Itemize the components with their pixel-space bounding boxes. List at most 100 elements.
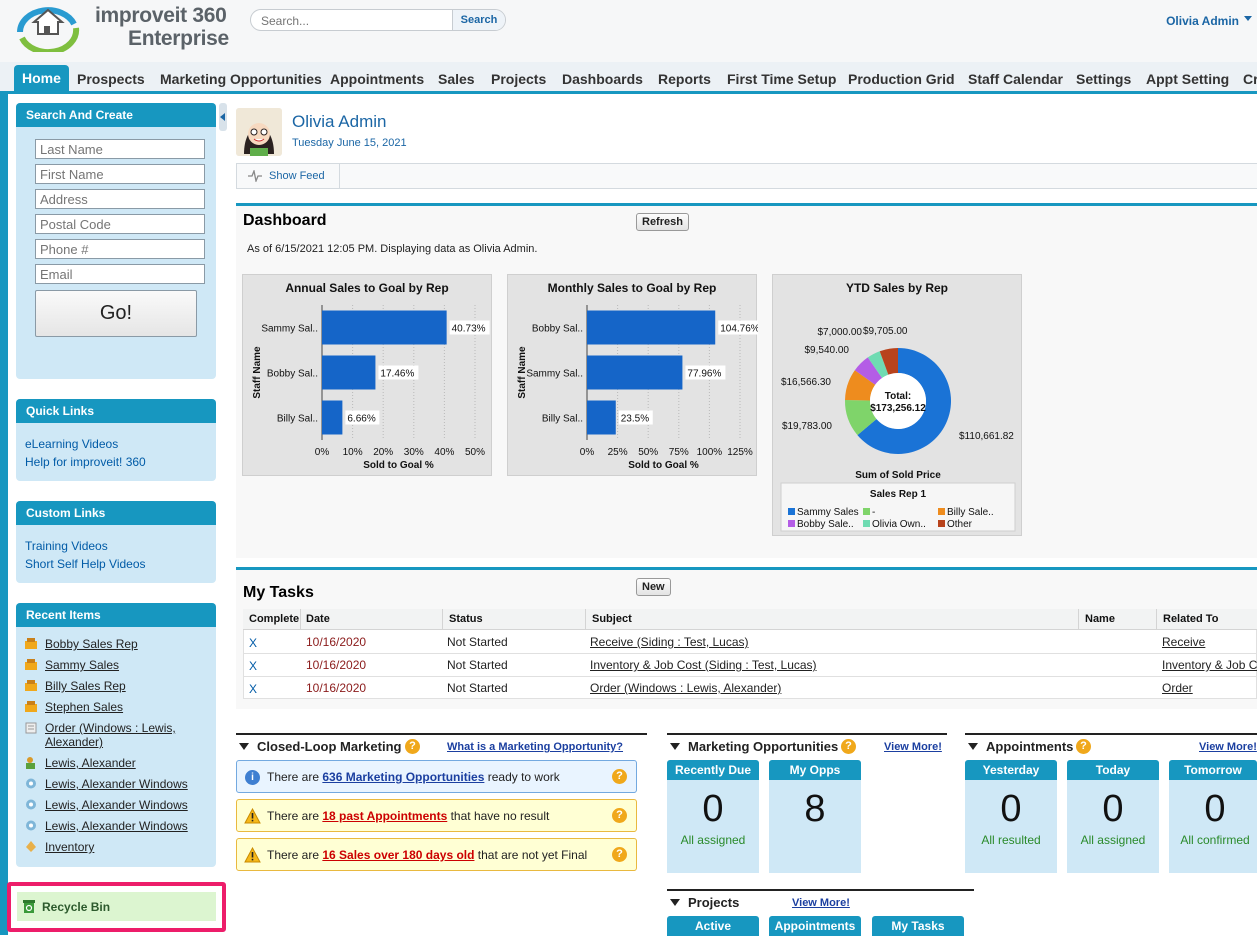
tile-body[interactable]: 0 All confirmed [1169,780,1257,873]
task-subject-link[interactable]: Inventory & Job Cost (Siding : Test, Luc… [590,658,817,672]
tile-body[interactable]: 8 [769,780,861,873]
recent-item[interactable]: Order (Windows : Lewis, Alexander) [24,721,209,751]
tab-reports[interactable]: Reports [658,71,711,87]
pie-slice[interactable] [867,351,889,378]
recent-item-label[interactable]: Lewis, Alexander [45,756,136,770]
search-button[interactable]: Search [452,10,505,30]
tile-my-opps[interactable]: My Opps [769,760,861,780]
collapse-triangle-icon[interactable] [239,743,249,750]
go-button[interactable]: Go! [35,290,197,337]
alert-link[interactable]: 16 Sales over 180 days old [322,848,475,862]
column-header[interactable]: Date [306,613,330,625]
recycle-bin-label[interactable]: Recycle Bin [42,900,111,914]
first-name-field[interactable] [35,164,205,184]
bar[interactable] [322,400,343,435]
postal-code-field[interactable] [35,214,205,234]
bar[interactable] [587,310,716,345]
task-related-link[interactable]: Order [1162,681,1193,695]
recent-item-label[interactable]: Sammy Sales [45,658,120,672]
pie-slice[interactable] [845,370,876,401]
tab-prospects[interactable]: Prospects [77,71,145,87]
tile-yesterday[interactable]: Yesterday [965,760,1057,780]
phone-field[interactable] [35,239,205,259]
profile-name[interactable]: Olivia Admin [292,112,387,131]
tile-recently-due[interactable]: Recently Due [667,760,759,780]
logo-icon[interactable] [12,2,84,52]
recent-item-label[interactable]: Lewis, Alexander Windows [45,777,188,791]
email-field[interactable] [35,264,205,284]
chevron-down-icon[interactable] [1244,16,1252,21]
recent-item-label[interactable]: Lewis, Alexander Windows [45,819,188,833]
pie-slice[interactable] [854,357,883,385]
bar[interactable] [587,400,616,435]
legend-entry[interactable]: Bobby Sale.. [797,519,854,530]
complete-task-link[interactable]: X [249,682,258,696]
collapse-triangle-icon[interactable] [670,743,680,750]
tab-projects[interactable]: Projects [491,71,547,87]
tab-appt-setting[interactable]: Appt Setting [1146,71,1230,87]
recent-item-label[interactable]: Bobby Sales Rep [45,637,138,651]
help-icon[interactable]: ? [1076,739,1091,754]
legend-entry[interactable]: - [872,507,875,518]
address-field[interactable] [35,189,205,209]
legend-entry[interactable]: Billy Sale.. [947,507,994,518]
tab-appointments[interactable]: Appointments [330,71,425,87]
search-input[interactable] [259,12,453,30]
tile-tomorrow[interactable]: Tomorrow [1169,760,1257,780]
recent-item-label[interactable]: Inventory [45,840,95,854]
help-icon[interactable]: ? [612,769,627,784]
task-subject-link[interactable]: Receive (Siding : Test, Lucas) [590,635,749,649]
avatar[interactable] [236,108,282,156]
recent-item-label[interactable]: Order (Windows : Lewis, Alexander) [45,721,176,749]
task-subject-link[interactable]: Order (Windows : Lewis, Alexander) [590,681,782,695]
user-menu[interactable]: Olivia Admin [1166,14,1239,28]
tab-overflow[interactable]: Cr [1243,71,1257,87]
tab-sales[interactable]: Sales [438,71,475,87]
annual-sales-chart[interactable]: Annual Sales to Goal by Rep 0% 10% 20% 30% 4… [242,274,492,476]
tab-first-time-setup[interactable]: First Time Setup [727,71,837,87]
column-header[interactable]: Name [1085,613,1115,625]
last-name-field[interactable] [35,139,205,159]
legend-entry[interactable]: Olivia Own.. [872,519,926,530]
tab-staff-calendar[interactable]: Staff Calendar [968,71,1063,87]
legend-entry[interactable]: Sammy Sales [797,507,859,518]
view-more-link[interactable]: View More! [792,897,850,909]
legend-entry[interactable]: Other [947,519,973,530]
tab-settings[interactable]: Settings [1076,71,1132,87]
tile-body[interactable]: 0 All assigned [1067,780,1159,873]
bar[interactable] [322,310,447,345]
column-header[interactable]: Subject [592,613,632,625]
ytd-sales-chart[interactable]: YTD Sales by Rep $110,661.82 $19,783.00 $1… [772,274,1022,536]
tile-my-tasks[interactable]: My Tasks [872,916,964,936]
alert-link[interactable]: 636 Marketing Opportunities [322,770,485,784]
recent-item-label[interactable]: Lewis, Alexander Windows [45,798,188,812]
pie-slice[interactable] [879,348,898,375]
self-help-videos-link[interactable]: Short Self Help Videos [25,557,146,571]
view-more-link[interactable]: View More! [884,741,942,753]
help-icon[interactable]: ? [841,739,856,754]
recent-item-label[interactable]: Billy Sales Rep [45,679,126,693]
what-is-mo-link[interactable]: What is a Marketing Opportunity? [447,741,624,753]
column-header[interactable]: Related To [1163,613,1219,625]
sidebar-collapse-toggle[interactable] [219,103,227,131]
recycle-bin[interactable]: Recycle Bin [17,892,216,921]
tile-active[interactable]: Active [667,916,759,936]
training-videos-link[interactable]: Training Videos [25,539,108,553]
tab-home[interactable]: Home [14,65,69,92]
collapse-triangle-icon[interactable] [670,899,680,906]
tile-body[interactable]: 0 All resulted [965,780,1057,873]
complete-task-link[interactable]: X [249,659,258,673]
elearning-link[interactable]: eLearning Videos [25,437,119,451]
column-header[interactable]: Status [449,613,483,625]
alert-link[interactable]: 18 past Appointments [322,809,448,823]
pie-slice[interactable] [857,348,951,454]
bar[interactable] [322,355,376,390]
pie-slice[interactable] [845,400,877,436]
refresh-button[interactable]: Refresh [636,213,689,231]
tile-body[interactable]: 0 All assigned [667,780,759,873]
tab-dashboards[interactable]: Dashboards [562,71,643,87]
help-icon[interactable]: ? [612,847,627,862]
monthly-sales-chart[interactable]: Monthly Sales to Goal by Rep 0% 25% 50% 75%… [507,274,758,476]
recent-item-label[interactable]: Stephen Sales [45,700,124,714]
help-link[interactable]: Help for improveit! 360 [25,455,146,469]
